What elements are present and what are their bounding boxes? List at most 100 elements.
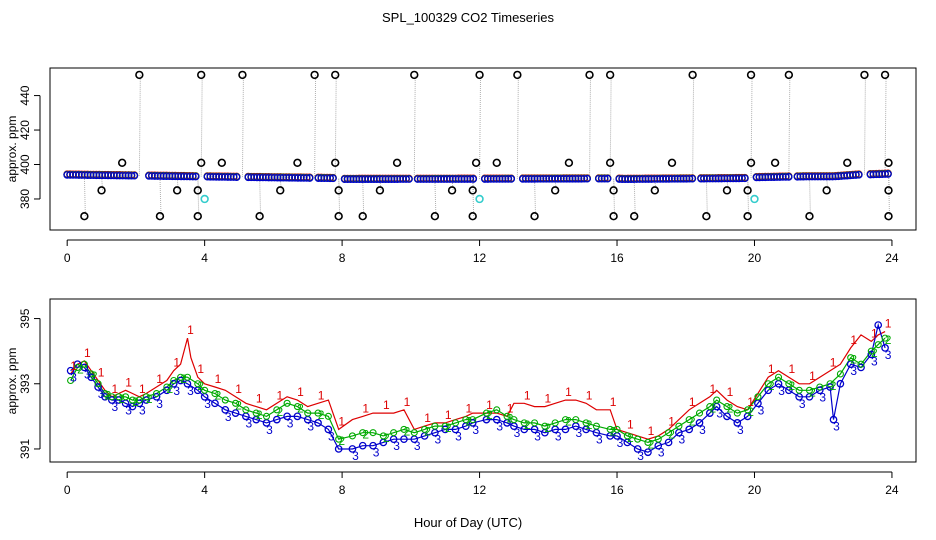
- series-2-point: [232, 399, 240, 407]
- series-3-point: [101, 392, 109, 401]
- series-3-label: 3: [871, 354, 878, 368]
- calibration-point: [550, 186, 560, 195]
- series-2-label: 2: [565, 415, 572, 429]
- calibration-point: [746, 158, 756, 167]
- series-3-label: 3: [534, 429, 541, 443]
- ambient-point: [130, 171, 139, 180]
- calibration-point: [492, 158, 501, 167]
- top-x-tick-label: 20: [748, 251, 762, 265]
- calibration-point: [784, 70, 794, 80]
- series-3-point: [114, 396, 123, 404]
- series-3-label: 3: [225, 410, 232, 424]
- calibration-point: [334, 212, 343, 221]
- series-3-label: 3: [125, 403, 132, 417]
- calibration-spike: [788, 74, 791, 177]
- calibration-point: [609, 212, 618, 221]
- series-2-label: 2: [445, 421, 452, 435]
- series-2-label: 2: [180, 372, 187, 386]
- series-2-point: [874, 341, 882, 349]
- series-3-label: 3: [414, 439, 421, 453]
- series-1-label: 1: [445, 408, 452, 422]
- series-3-point: [874, 321, 883, 329]
- ambient-point: [781, 173, 790, 181]
- calibration-point: [276, 186, 285, 195]
- series-3-point: [836, 379, 845, 388]
- series-3-label: 3: [98, 387, 105, 401]
- calibration-point: [293, 158, 302, 167]
- series-3-point: [369, 441, 377, 450]
- series-2-point: [379, 432, 387, 440]
- series-3-point: [293, 412, 302, 421]
- series-1-label: 1: [545, 392, 552, 406]
- calibration-point: [217, 158, 227, 167]
- calibration-point: [746, 70, 756, 80]
- ambient-point: [469, 175, 478, 183]
- series-3-label: 3: [637, 449, 644, 463]
- calibration-point: [430, 212, 440, 221]
- series-1-label: 1: [885, 317, 892, 331]
- ambient-point: [466, 175, 475, 183]
- series-2-point: [262, 412, 271, 420]
- series-2-label: 2: [830, 379, 837, 393]
- series-2-point: [493, 406, 501, 414]
- series-2-label: 2: [524, 418, 531, 432]
- series-1-label: 1: [173, 356, 180, 370]
- series-2-point: [431, 422, 439, 430]
- series-3-point: [881, 344, 889, 352]
- series-2-point: [177, 373, 185, 381]
- series-2-label: 2: [166, 382, 173, 396]
- ambient-point: [232, 173, 241, 181]
- series-2-point: [163, 383, 171, 391]
- series-2-point: [152, 389, 161, 398]
- calibration-spike: [338, 178, 341, 217]
- series-3-point: [66, 366, 75, 375]
- ambient-point: [504, 175, 513, 183]
- series-2-label: 2: [610, 424, 617, 438]
- series-2-point: [135, 396, 143, 404]
- series-2-point: [293, 403, 301, 411]
- series-2-point: [252, 409, 260, 417]
- calibration-point: [80, 212, 89, 221]
- series-1-label: 1: [318, 388, 325, 402]
- series-1-label: 1: [235, 382, 242, 396]
- series-2-label: 2: [668, 428, 675, 442]
- series-2-point: [142, 393, 150, 401]
- calibration-spike: [613, 178, 616, 191]
- series-1-label: 1: [850, 333, 857, 347]
- series-1-label: 1: [156, 372, 163, 386]
- calibration-point: [475, 70, 484, 80]
- series-2-point: [94, 380, 102, 388]
- top-y-tick-label: 380: [18, 189, 32, 209]
- calibration-point: [770, 158, 780, 167]
- series-3-label: 3: [758, 403, 765, 417]
- calibration-point: [702, 212, 711, 221]
- series-1-label: 1: [524, 388, 531, 402]
- series-1-label: 1: [610, 395, 617, 409]
- series-1-label: 1: [747, 395, 754, 409]
- calibration-point: [860, 70, 869, 80]
- series-3-point: [348, 445, 357, 453]
- series-2-point: [520, 419, 528, 427]
- series-3-point: [492, 415, 501, 424]
- calibration-point: [585, 70, 594, 80]
- calibration-point: [513, 70, 522, 80]
- series-3-label: 3: [204, 397, 211, 411]
- series-2-point: [816, 383, 824, 391]
- calibration-spike: [750, 74, 753, 178]
- ambient-point: [329, 174, 337, 183]
- series-1-label: 1: [256, 392, 263, 406]
- series-2-point: [359, 429, 367, 437]
- series-1-label: 1: [830, 356, 837, 370]
- ambient-point: [685, 174, 694, 183]
- series-2-point: [623, 432, 631, 440]
- ambient-point: [583, 174, 591, 183]
- series-3-point: [644, 448, 652, 457]
- panel-top-ylabel: approx. ppm: [5, 116, 19, 183]
- calibration-spike: [884, 74, 887, 175]
- series-2-point: [170, 376, 178, 385]
- ambient-point: [326, 174, 334, 183]
- series-1-label: 1: [404, 395, 411, 409]
- series-3-label: 3: [173, 384, 180, 398]
- series-2-label: 2: [383, 431, 390, 445]
